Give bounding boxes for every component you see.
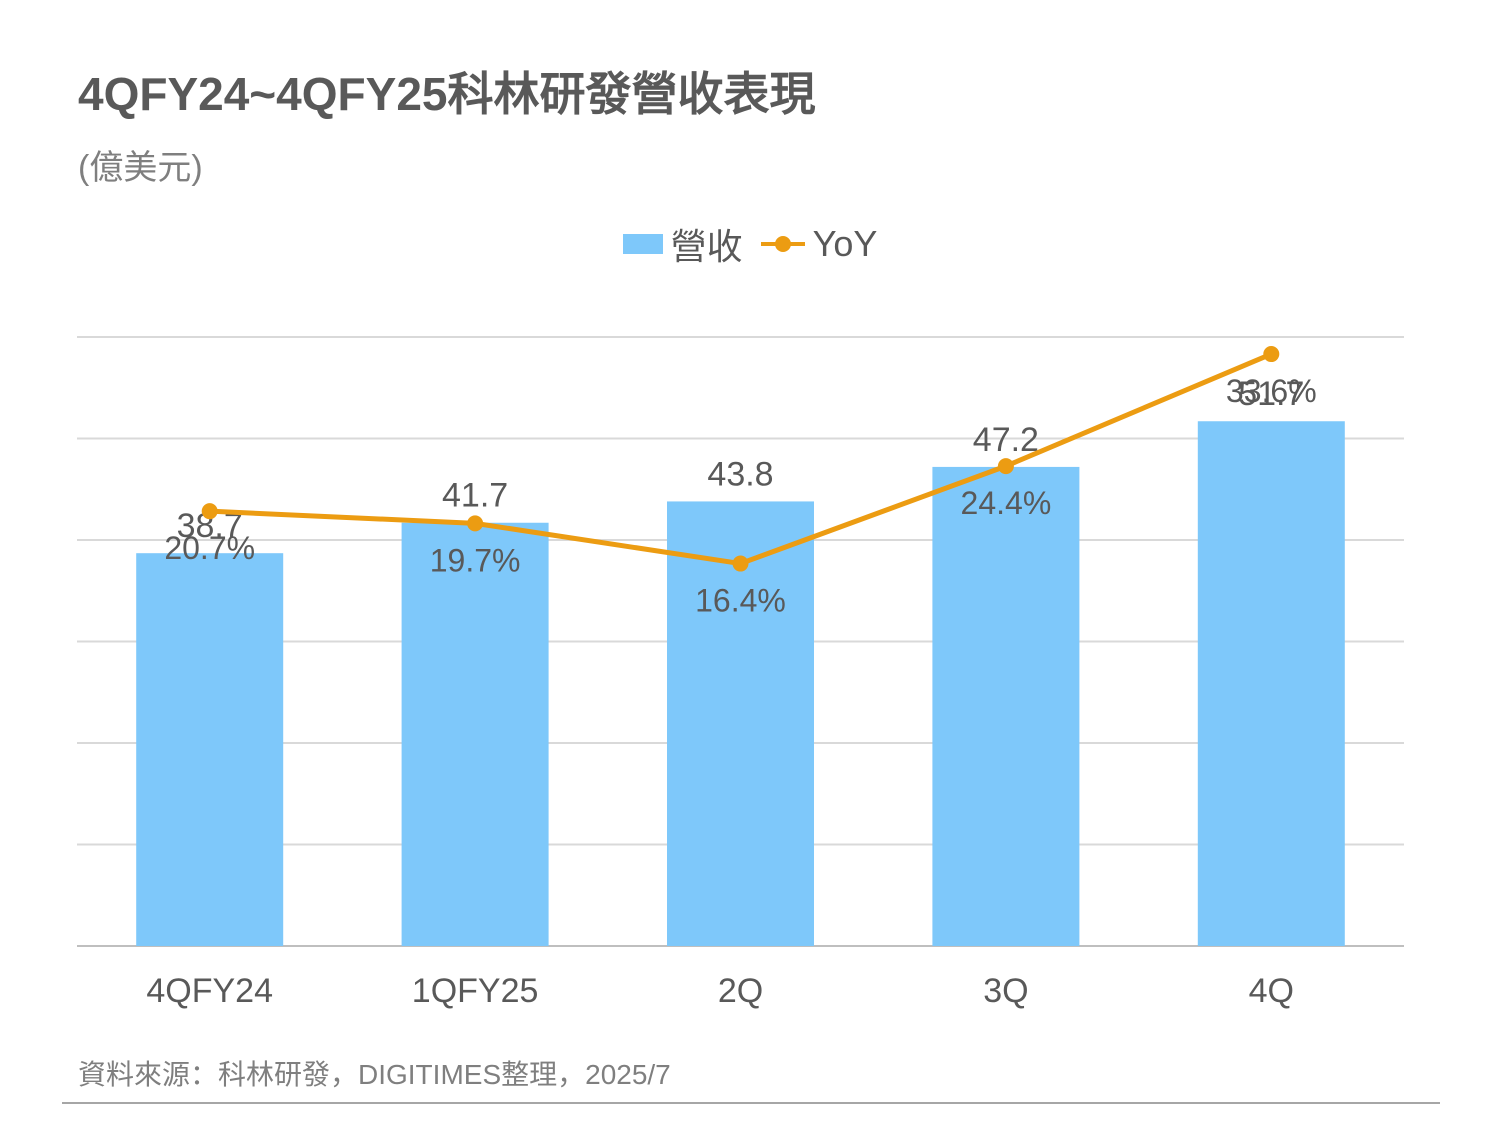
legend-bar-swatch [622, 234, 663, 254]
revenue-bar [401, 522, 549, 946]
yoy-point [1263, 346, 1280, 363]
yoy-value-label: 16.4% [695, 583, 786, 619]
chart-legend: 營收 YoY [0, 218, 1500, 270]
revenue-bar [1197, 421, 1345, 946]
legend-label-yoy: YoY [812, 223, 878, 264]
category-tick-label: 3Q [983, 972, 1028, 1010]
revenue-value-label: 47.2 [973, 421, 1039, 459]
legend-item-revenue: 營收 [622, 218, 743, 270]
legend-item-yoy: YoY [760, 223, 878, 265]
chart-unit-subtitle: (億美元) [78, 149, 203, 187]
revenue-value-label: 43.8 [707, 455, 773, 493]
revenue-value-label: 41.7 [442, 477, 508, 515]
yoy-value-label: 33.6% [1226, 373, 1317, 409]
category-tick-label: 2Q [718, 972, 763, 1010]
yoy-value-label: 20.7% [164, 530, 255, 566]
yoy-point [467, 515, 484, 532]
revenue-value-label: 51.7 [1238, 375, 1304, 413]
category-tick-label: 4QFY24 [146, 972, 273, 1010]
footer-divider [62, 1102, 1440, 1104]
legend-label-revenue: 營收 [670, 226, 743, 267]
yoy-value-label: 19.7% [430, 542, 521, 578]
legend-line-swatch [760, 232, 805, 256]
source-note: 資料來源：科林研發，DIGITIMES整理，2025/7 [78, 1059, 671, 1090]
yoy-point [201, 503, 218, 520]
category-tick-label: 1QFY25 [412, 972, 539, 1010]
chart-title: 4QFY24~4QFY25科林研發營收表現 [78, 68, 816, 120]
yoy-value-label: 24.4% [961, 485, 1052, 521]
yoy-point [732, 555, 749, 572]
category-tick-label: 4Q [1249, 972, 1294, 1010]
revenue-bar [667, 501, 814, 946]
revenue-bar [932, 466, 1080, 946]
revenue-bar [136, 553, 284, 946]
yoy-point [997, 458, 1014, 475]
